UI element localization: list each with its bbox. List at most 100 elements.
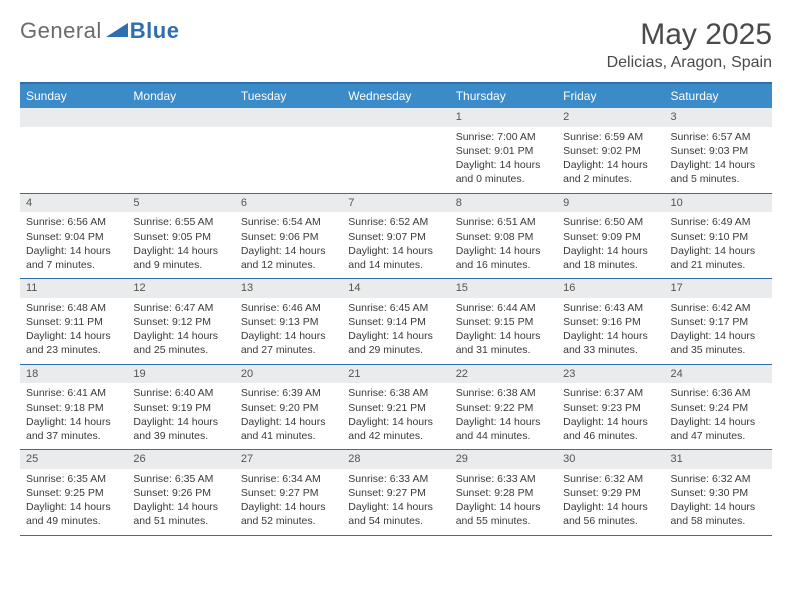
calendar-week: 1Sunrise: 7:00 AMSunset: 9:01 PMDaylight… [20,108,772,194]
calendar-cell: 1Sunrise: 7:00 AMSunset: 9:01 PMDaylight… [450,108,557,193]
sunrise-line: Sunrise: 6:45 AM [348,301,443,315]
sunset-line: Sunset: 9:28 PM [456,486,551,500]
day-details: Sunrise: 6:45 AMSunset: 9:14 PMDaylight:… [342,298,449,364]
day-number: 12 [127,279,234,298]
day-details: Sunrise: 6:34 AMSunset: 9:27 PMDaylight:… [235,469,342,535]
day-number: 23 [557,365,664,384]
day-number: 27 [235,450,342,469]
day-number: 19 [127,365,234,384]
day-number: 28 [342,450,449,469]
brand-triangle-icon [106,21,128,42]
sunset-line: Sunset: 9:18 PM [26,401,121,415]
day-number: 24 [665,365,772,384]
sunrise-line: Sunrise: 6:49 AM [671,215,766,229]
calendar-body: 1Sunrise: 7:00 AMSunset: 9:01 PMDaylight… [20,108,772,536]
sunset-line: Sunset: 9:11 PM [26,315,121,329]
dow-label: Saturday [665,84,772,108]
daylight-line: Daylight: 14 hours and 52 minutes. [241,500,336,528]
day-details: Sunrise: 6:32 AMSunset: 9:29 PMDaylight:… [557,469,664,535]
daylight-line: Daylight: 14 hours and 7 minutes. [26,244,121,272]
calendar-cell: 8Sunrise: 6:51 AMSunset: 9:08 PMDaylight… [450,194,557,279]
day-number: 10 [665,194,772,213]
daylight-line: Daylight: 14 hours and 9 minutes. [133,244,228,272]
daylight-line: Daylight: 14 hours and 14 minutes. [348,244,443,272]
dow-label: Tuesday [235,84,342,108]
sunset-line: Sunset: 9:22 PM [456,401,551,415]
day-number: 9 [557,194,664,213]
sunrise-line: Sunrise: 6:33 AM [348,472,443,486]
sunrise-line: Sunrise: 6:52 AM [348,215,443,229]
dow-label: Wednesday [342,84,449,108]
day-details: Sunrise: 6:51 AMSunset: 9:08 PMDaylight:… [450,212,557,278]
calendar-cell: 3Sunrise: 6:57 AMSunset: 9:03 PMDaylight… [665,108,772,193]
daylight-line: Daylight: 14 hours and 23 minutes. [26,329,121,357]
calendar-week: 4Sunrise: 6:56 AMSunset: 9:04 PMDaylight… [20,194,772,280]
sunset-line: Sunset: 9:27 PM [348,486,443,500]
calendar-cell: 12Sunrise: 6:47 AMSunset: 9:12 PMDayligh… [127,279,234,364]
day-details: Sunrise: 6:49 AMSunset: 9:10 PMDaylight:… [665,212,772,278]
day-number: 2 [557,108,664,127]
calendar-cell: 23Sunrise: 6:37 AMSunset: 9:23 PMDayligh… [557,365,664,450]
day-details: Sunrise: 6:41 AMSunset: 9:18 PMDaylight:… [20,383,127,449]
day-details: Sunrise: 6:44 AMSunset: 9:15 PMDaylight:… [450,298,557,364]
daylight-line: Daylight: 14 hours and 37 minutes. [26,415,121,443]
sunrise-line: Sunrise: 6:57 AM [671,130,766,144]
daylight-line: Daylight: 14 hours and 16 minutes. [456,244,551,272]
calendar-cell: 16Sunrise: 6:43 AMSunset: 9:16 PMDayligh… [557,279,664,364]
sunrise-line: Sunrise: 6:54 AM [241,215,336,229]
sunrise-line: Sunrise: 6:55 AM [133,215,228,229]
sunrise-line: Sunrise: 6:37 AM [563,386,658,400]
sunrise-line: Sunrise: 7:00 AM [456,130,551,144]
sunset-line: Sunset: 9:24 PM [671,401,766,415]
calendar-week: 18Sunrise: 6:41 AMSunset: 9:18 PMDayligh… [20,365,772,451]
calendar-cell [342,108,449,193]
calendar-cell: 27Sunrise: 6:34 AMSunset: 9:27 PMDayligh… [235,450,342,535]
day-number: 18 [20,365,127,384]
daylight-line: Daylight: 14 hours and 39 minutes. [133,415,228,443]
day-number: 21 [342,365,449,384]
calendar-week: 25Sunrise: 6:35 AMSunset: 9:25 PMDayligh… [20,450,772,536]
calendar-cell: 22Sunrise: 6:38 AMSunset: 9:22 PMDayligh… [450,365,557,450]
daylight-line: Daylight: 14 hours and 21 minutes. [671,244,766,272]
calendar-week: 11Sunrise: 6:48 AMSunset: 9:11 PMDayligh… [20,279,772,365]
day-number: 5 [127,194,234,213]
daylight-line: Daylight: 14 hours and 44 minutes. [456,415,551,443]
sunset-line: Sunset: 9:03 PM [671,144,766,158]
sunset-line: Sunset: 9:09 PM [563,230,658,244]
sunset-line: Sunset: 9:29 PM [563,486,658,500]
calendar-cell: 26Sunrise: 6:35 AMSunset: 9:26 PMDayligh… [127,450,234,535]
day-details: Sunrise: 6:50 AMSunset: 9:09 PMDaylight:… [557,212,664,278]
daylight-line: Daylight: 14 hours and 35 minutes. [671,329,766,357]
day-number: 22 [450,365,557,384]
daylight-line: Daylight: 14 hours and 56 minutes. [563,500,658,528]
day-details: Sunrise: 6:57 AMSunset: 9:03 PMDaylight:… [665,127,772,193]
sunset-line: Sunset: 9:16 PM [563,315,658,329]
day-number [235,108,342,127]
day-details: Sunrise: 6:43 AMSunset: 9:16 PMDaylight:… [557,298,664,364]
day-number: 20 [235,365,342,384]
calendar-cell: 13Sunrise: 6:46 AMSunset: 9:13 PMDayligh… [235,279,342,364]
daylight-line: Daylight: 14 hours and 33 minutes. [563,329,658,357]
day-details: Sunrise: 6:33 AMSunset: 9:27 PMDaylight:… [342,469,449,535]
sunrise-line: Sunrise: 6:36 AM [671,386,766,400]
sunrise-line: Sunrise: 6:41 AM [26,386,121,400]
sunset-line: Sunset: 9:10 PM [671,230,766,244]
day-details: Sunrise: 6:52 AMSunset: 9:07 PMDaylight:… [342,212,449,278]
day-number: 25 [20,450,127,469]
sunrise-line: Sunrise: 6:38 AM [348,386,443,400]
day-number: 29 [450,450,557,469]
sunrise-line: Sunrise: 6:40 AM [133,386,228,400]
daylight-line: Daylight: 14 hours and 27 minutes. [241,329,336,357]
daylight-line: Daylight: 14 hours and 12 minutes. [241,244,336,272]
sunrise-line: Sunrise: 6:35 AM [133,472,228,486]
daylight-line: Daylight: 14 hours and 47 minutes. [671,415,766,443]
dow-label: Thursday [450,84,557,108]
calendar-cell: 18Sunrise: 6:41 AMSunset: 9:18 PMDayligh… [20,365,127,450]
day-details: Sunrise: 6:56 AMSunset: 9:04 PMDaylight:… [20,212,127,278]
day-details: Sunrise: 6:54 AMSunset: 9:06 PMDaylight:… [235,212,342,278]
day-number: 6 [235,194,342,213]
calendar-cell: 24 Sunrise: 6:36 AMSunset: 9:24 PMDayligh… [665,365,772,450]
month-title: May 2025 [607,18,772,52]
sunset-line: Sunset: 9:21 PM [348,401,443,415]
sunset-line: Sunset: 9:08 PM [456,230,551,244]
